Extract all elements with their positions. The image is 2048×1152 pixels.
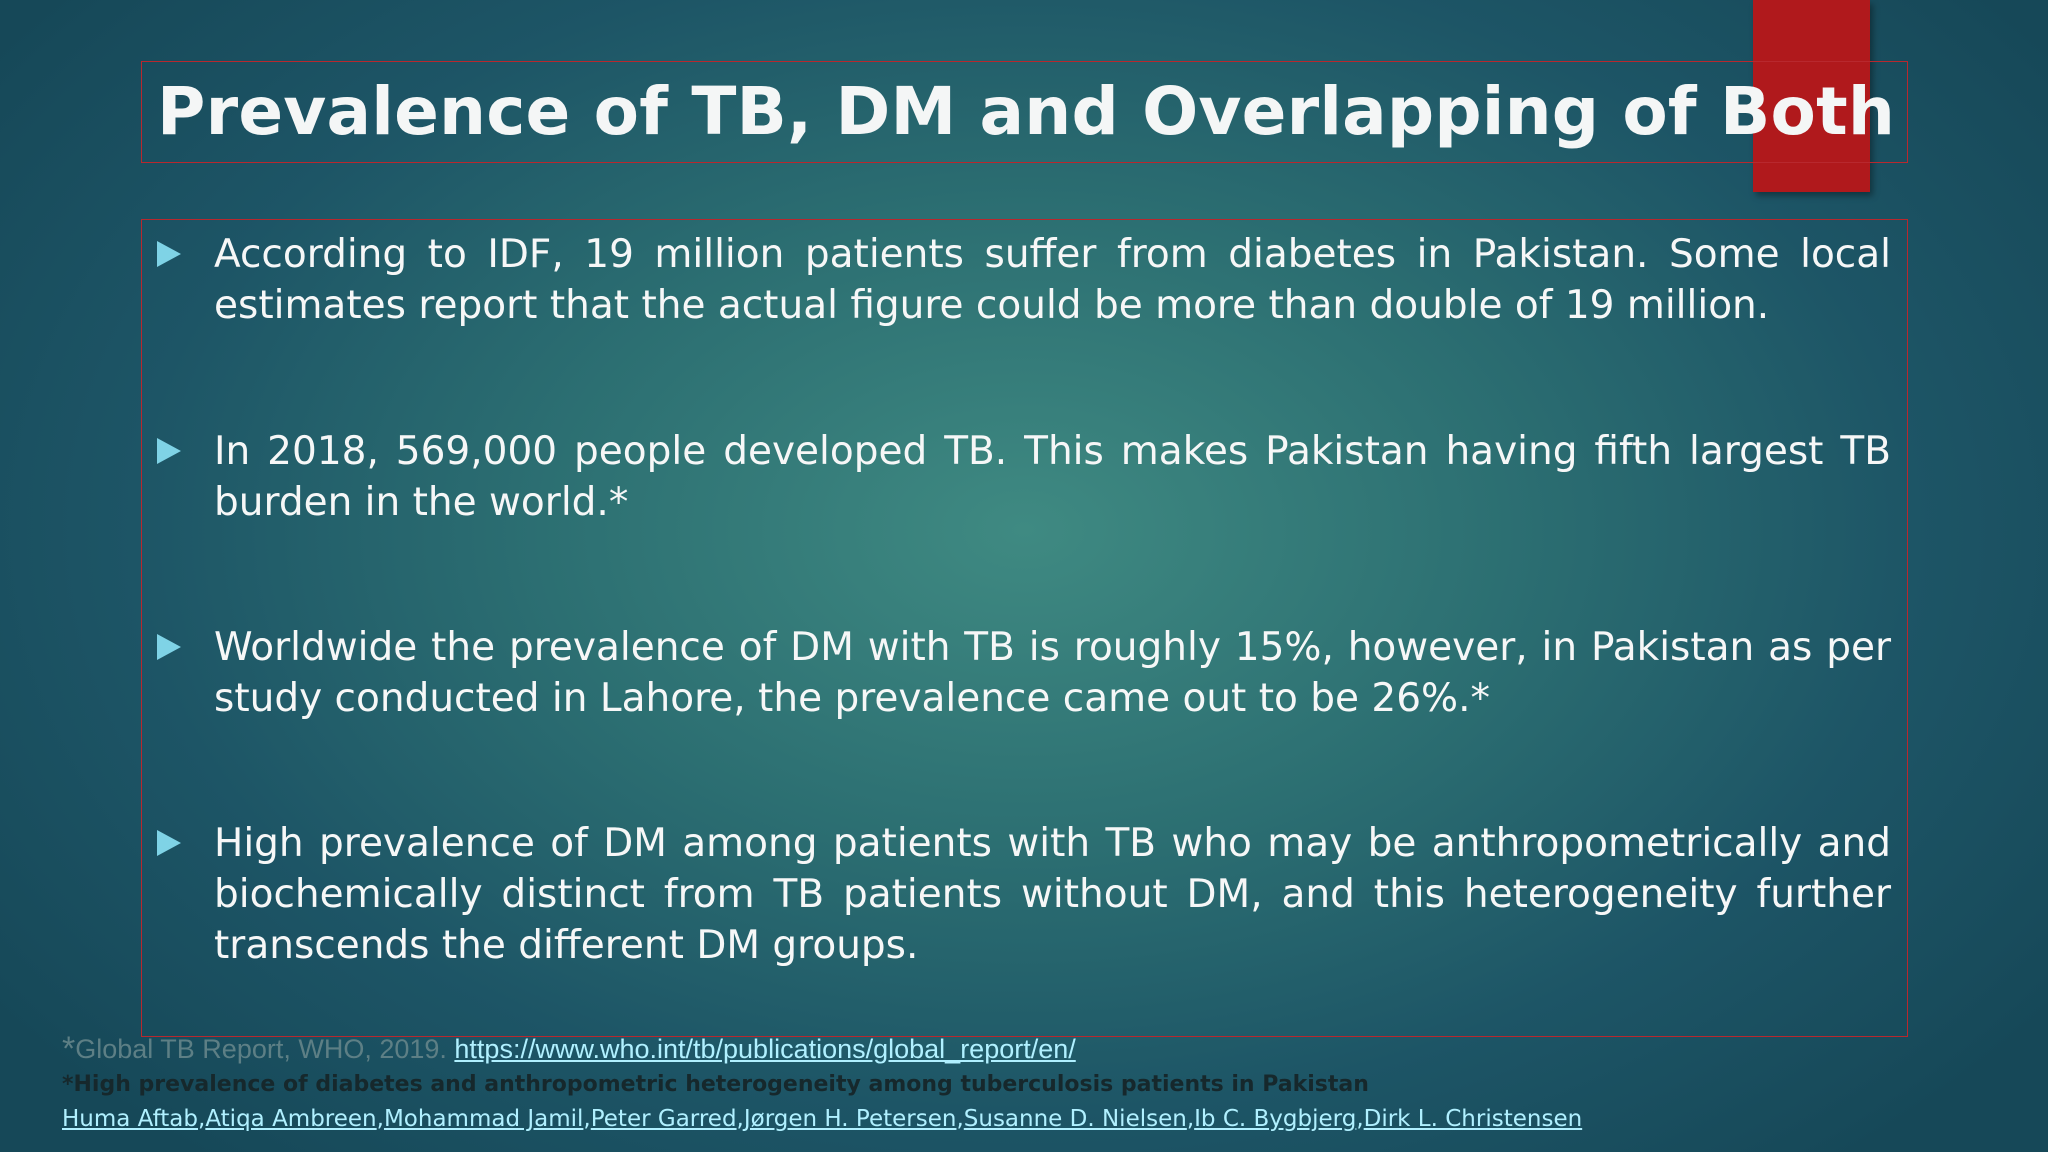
author-separator: , [583, 1106, 591, 1132]
bullet-item: High prevalence of DM among patients wit… [157, 818, 1891, 971]
author-separator: , [198, 1106, 206, 1132]
triangle-bullet-icon [157, 634, 181, 660]
decorative-red-tab [1753, 0, 1870, 192]
author-link[interactable]: Huma Aftab [62, 1106, 199, 1132]
footnote-who-reference: *Global TB Report, WHO, 2019. https://ww… [62, 1032, 1962, 1066]
slide-title: Prevalence of TB, DM and Overlapping of … [157, 73, 1896, 150]
author-link[interactable]: Susanne D. Nielsen [963, 1106, 1187, 1132]
author-separator: , [376, 1106, 384, 1132]
triangle-bullet-icon [157, 438, 181, 464]
author-link[interactable]: Mohammad Jamil [383, 1106, 584, 1132]
content-frame [141, 219, 1908, 1037]
author-separator: , [736, 1106, 744, 1132]
bullet-text: High prevalence of DM among patients wit… [214, 821, 1891, 968]
footnote-study-title: *High prevalence of diabetes and anthrop… [62, 1072, 1369, 1097]
bullet-item: Worldwide the prevalence of DM with TB i… [157, 622, 1891, 724]
author-separator: , [1186, 1106, 1195, 1132]
bullet-item: In 2018, 569,000 people developed TB. Th… [157, 426, 1891, 528]
footnote-who-text: Global TB Report, WHO, 2019. [75, 1034, 455, 1064]
triangle-bullet-icon [157, 830, 181, 856]
bullet-text: Worldwide the prevalence of DM with TB i… [214, 625, 1891, 721]
bullet-item: According to IDF, 19 million patients su… [157, 229, 1891, 331]
footnote-authors: Huma Aftab,Atiqa Ambreen,Mohammad Jamil,… [62, 1104, 1962, 1134]
bullet-text: According to IDF, 19 million patients su… [214, 232, 1891, 328]
author-separator: , [1356, 1106, 1364, 1132]
bullet-text: In 2018, 569,000 people developed TB. Th… [214, 429, 1891, 525]
author-link[interactable]: Peter Garred [590, 1106, 737, 1132]
author-separator: , [956, 1106, 964, 1132]
footnote-asterisk: * [62, 1030, 76, 1068]
who-report-link[interactable]: https://www.who.int/tb/publications/glob… [454, 1034, 1076, 1064]
author-link[interactable]: Ib C. Bygbjerg [1194, 1106, 1357, 1132]
author-link[interactable]: Dirk L. Christensen [1363, 1106, 1583, 1132]
triangle-bullet-icon [157, 241, 181, 267]
author-link[interactable]: Atiqa Ambreen [205, 1106, 377, 1132]
title-frame [141, 61, 1908, 163]
author-link[interactable]: Jørgen H. Petersen [743, 1106, 957, 1132]
